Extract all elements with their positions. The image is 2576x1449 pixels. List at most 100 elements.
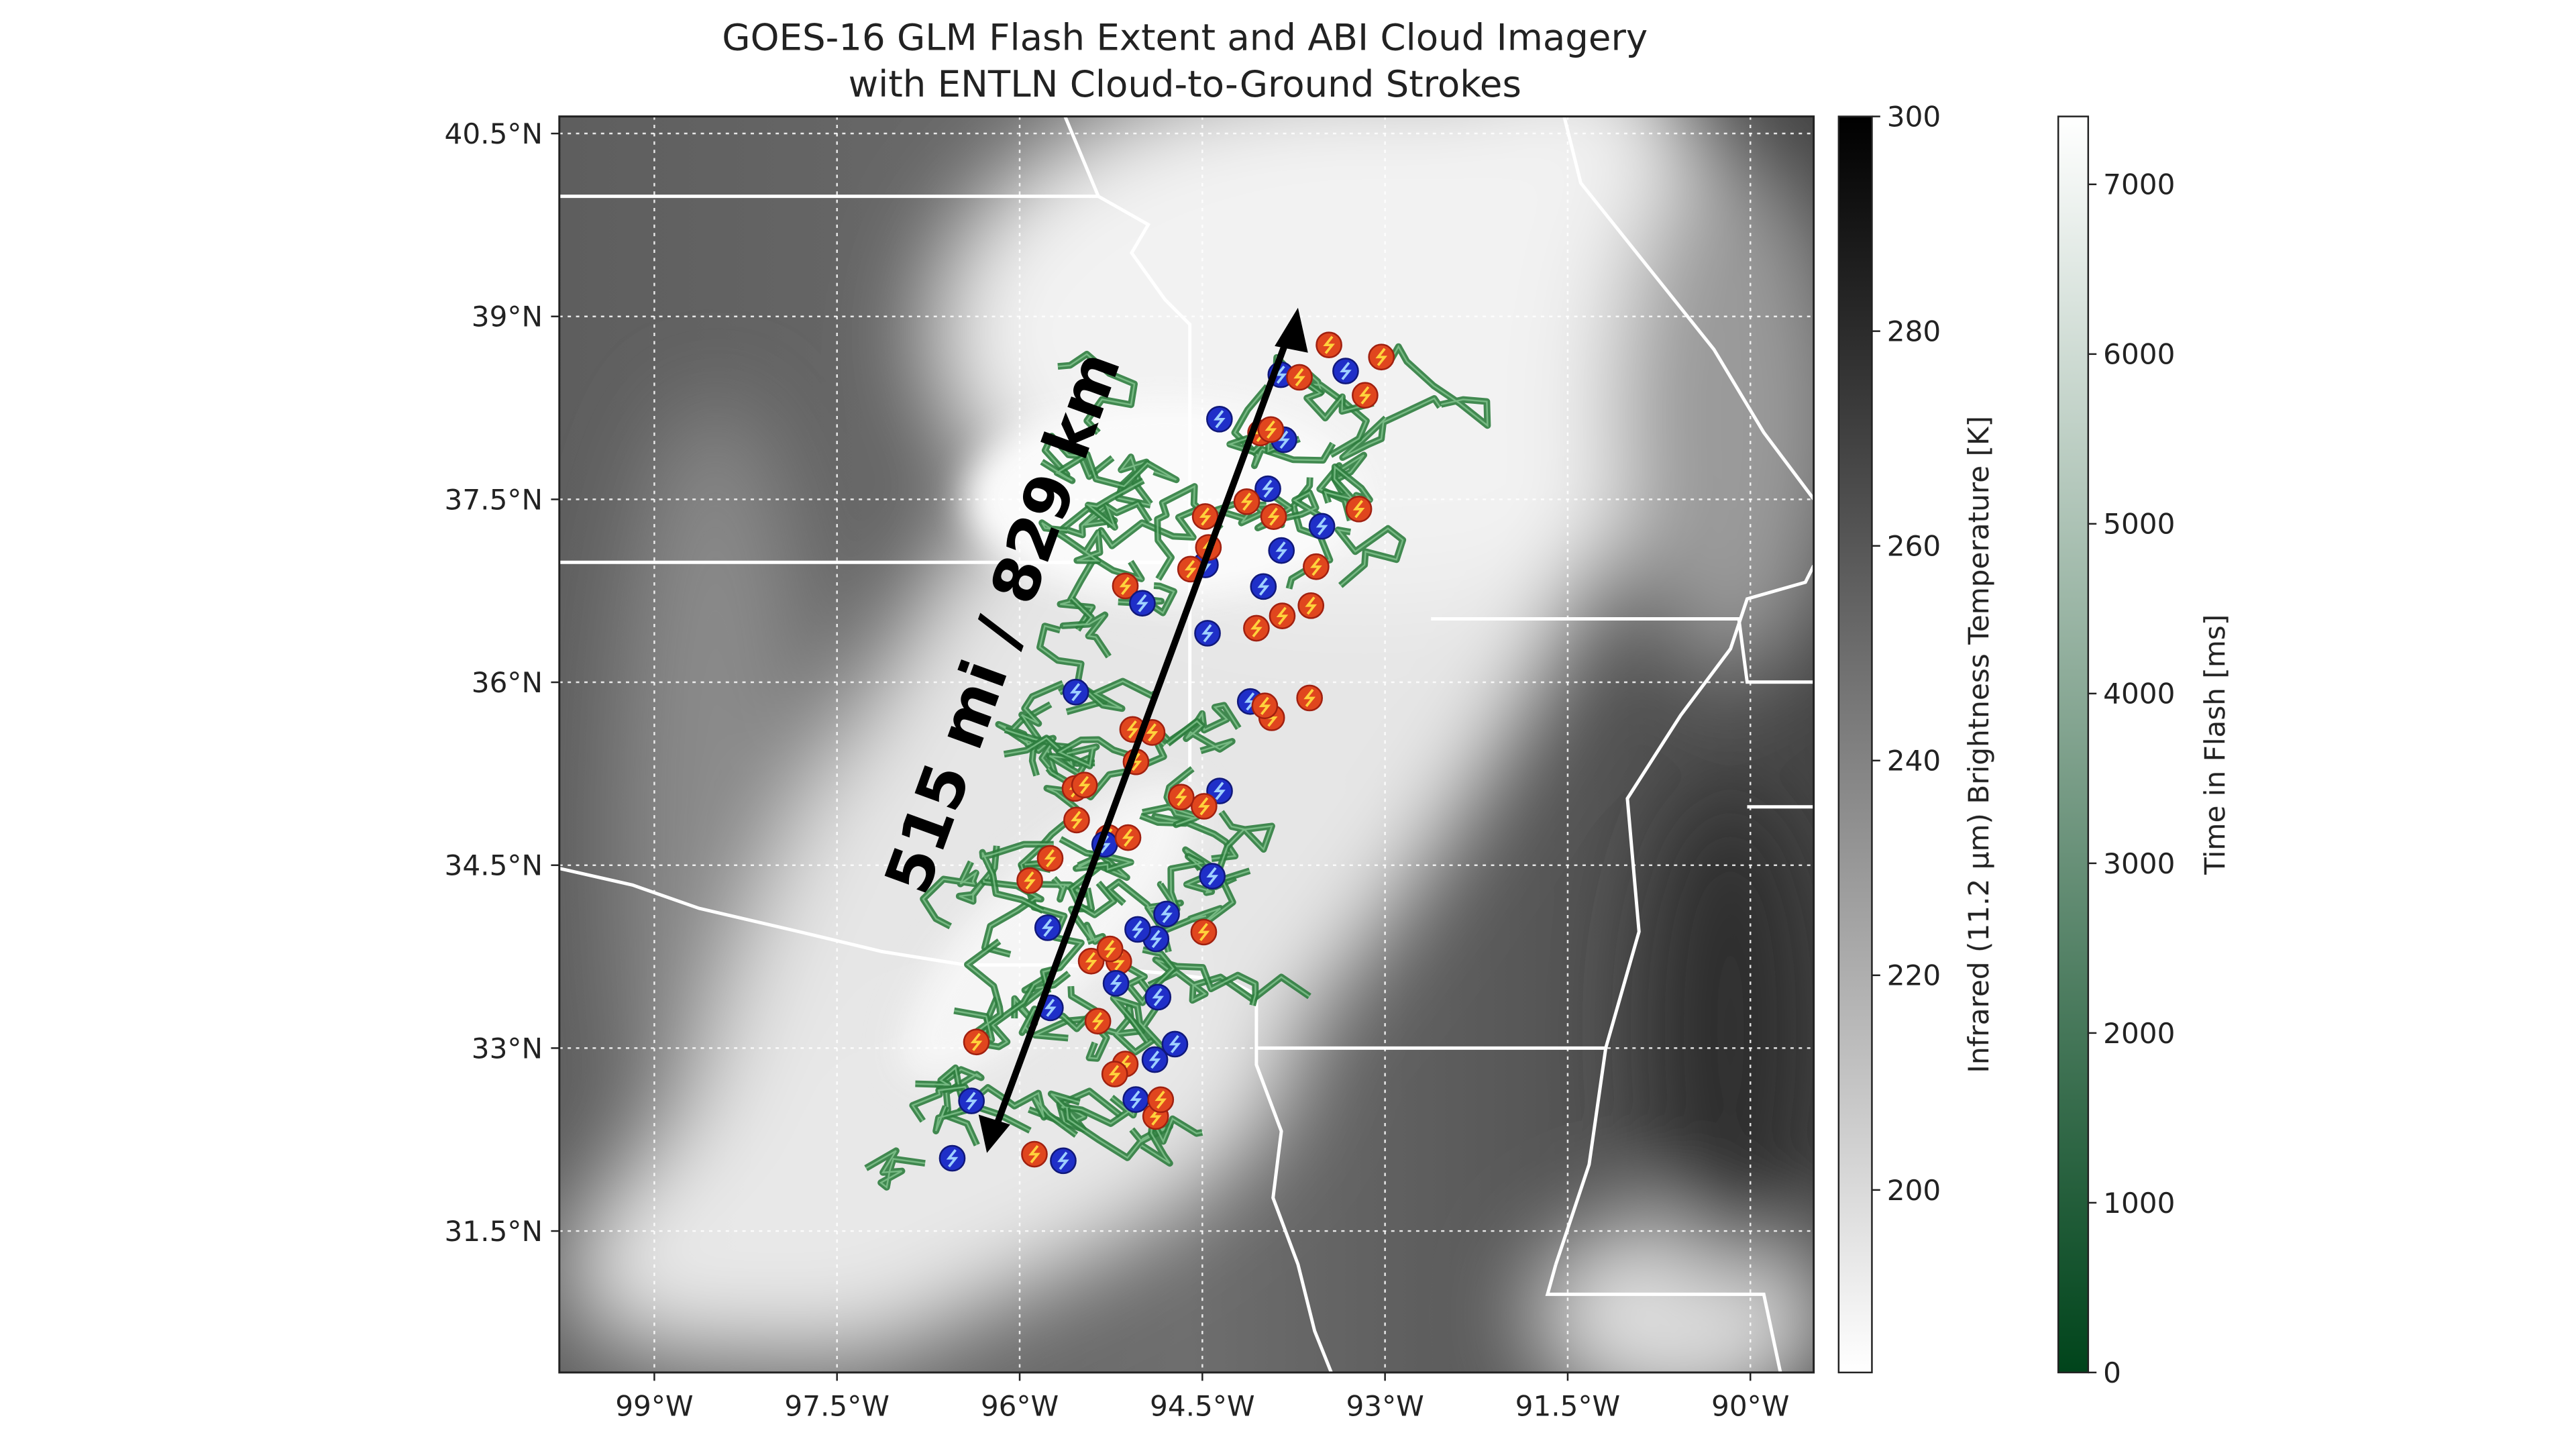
- flash-path-hi: [1110, 979, 1163, 1047]
- colorbar: [2057, 115, 2090, 1374]
- bolt-icon: [1108, 1065, 1121, 1083]
- bolt-icon: [1206, 867, 1219, 885]
- flash-path-hi: [981, 843, 1054, 912]
- flash-path-hi: [1028, 1089, 1121, 1131]
- bolt-icon: [1041, 918, 1054, 937]
- colorbar-tick-label: 1000: [2103, 1187, 2175, 1220]
- bolt-icon: [1110, 974, 1122, 993]
- flash-path-hi: [1148, 971, 1310, 1002]
- bolt-icon: [1069, 683, 1082, 702]
- bolt-icon: [1275, 541, 1288, 560]
- flash-path-hi: [1021, 682, 1063, 776]
- flash-path-hi: [1142, 767, 1200, 826]
- flash-path-hi: [1342, 397, 1441, 459]
- bolt-icon: [1148, 1051, 1161, 1069]
- bolt-icon: [946, 1149, 959, 1168]
- bolt-icon: [1244, 692, 1256, 711]
- flash-path-hi: [1021, 986, 1096, 1034]
- bolt-icon: [1278, 430, 1290, 449]
- bolt-icon: [1267, 507, 1280, 526]
- colorbar: [1837, 115, 1873, 1374]
- flash-path-hi: [1041, 522, 1101, 562]
- bolt-icon: [1323, 335, 1335, 354]
- bolt-icon: [1375, 347, 1388, 366]
- x-tick-label: 99°W: [615, 1389, 693, 1422]
- flash-path-hi: [1161, 879, 1234, 933]
- cg-strokes: [938, 331, 1395, 1175]
- x-tick-label: 96°W: [981, 1389, 1059, 1422]
- flash-path-hi: [1085, 480, 1150, 530]
- title: GOES-16 GLM Flash Extent and ABI Cloud I…: [722, 15, 1648, 58]
- bolt-icon: [1257, 577, 1270, 596]
- colorbar-tick-label: 6000: [2103, 338, 2175, 371]
- y-tick-label: 36°N: [472, 666, 543, 699]
- flash-path-hi: [958, 1086, 1077, 1136]
- bolt-icon: [1293, 368, 1305, 386]
- x-tick-label: 90°W: [1711, 1389, 1789, 1422]
- colorbars: 200 220 240 260 280 300 Infrared (11.2 μm) Bri…: [1837, 100, 2231, 1389]
- y-tick-label: 37.5°N: [445, 483, 543, 516]
- colorbar-label: Infrared (11.2 μm) Brightness Temperatur…: [1962, 416, 1995, 1073]
- satellite-image: [559, 116, 1814, 1373]
- flash-path-hi: [922, 861, 978, 927]
- bolt-icon: [1250, 619, 1263, 638]
- colorbar-tick-label: 220: [1887, 959, 1941, 992]
- colorbar-tick-label: 2000: [2103, 1017, 2175, 1050]
- bolt-icon: [1130, 1090, 1142, 1109]
- bolt-icon: [1240, 492, 1253, 511]
- bolt-icon: [1136, 594, 1148, 612]
- flash-path-hi: [954, 941, 1002, 1041]
- bolt-icon: [1044, 998, 1057, 1017]
- flash-path-hi: [1044, 434, 1114, 478]
- bolt-icon: [1199, 507, 1212, 526]
- y-tick-label: 34.5°N: [445, 849, 543, 882]
- flash-path-hi: [1167, 720, 1233, 752]
- y-tick-label: 31.5°N: [445, 1215, 543, 1248]
- y-tick-label: 39°N: [472, 301, 543, 333]
- bolt-icon: [1275, 365, 1287, 384]
- bolt-icon: [1305, 596, 1318, 615]
- bolt-icon: [1197, 922, 1210, 941]
- bolt-icon: [965, 1091, 977, 1110]
- flash-path-hi: [1233, 386, 1334, 466]
- flash-path-hi: [865, 1150, 926, 1189]
- bolt-icon: [1359, 386, 1371, 405]
- flash-path-hi: [1057, 739, 1134, 767]
- bolt-icon: [1184, 559, 1197, 578]
- flash-path-hi: [1057, 353, 1136, 433]
- bolt-icon: [1258, 696, 1271, 715]
- x-tick-label: 94.5°W: [1150, 1389, 1255, 1422]
- flash-path-hi: [1390, 345, 1489, 427]
- bolt-icon: [1310, 557, 1322, 576]
- colorbar-tick-label: 4000: [2103, 678, 2175, 710]
- x-tick-label: 93°W: [1346, 1389, 1424, 1422]
- bolt-icon: [1169, 1034, 1181, 1054]
- flash-path-hi: [1100, 507, 1215, 547]
- bolt-icon: [1071, 810, 1083, 829]
- bolt-icon: [1155, 1090, 1167, 1109]
- bolt-icon: [1132, 920, 1144, 939]
- bolt-icon: [1276, 606, 1289, 625]
- bolt-icon: [1352, 500, 1365, 519]
- bolt-icon: [1126, 720, 1139, 739]
- bolt-icon: [970, 1032, 983, 1051]
- bolt-icon: [1150, 930, 1163, 949]
- colorbar-tick-label: 300: [1887, 100, 1941, 133]
- colorbar-label: Time in Flash [ms]: [2198, 614, 2231, 875]
- colorbar-tick-label: 3000: [2103, 847, 2175, 880]
- bolt-icon: [1024, 871, 1036, 890]
- bolt-icon: [1028, 1144, 1040, 1164]
- bolt-icon: [1316, 517, 1328, 536]
- colorbar-tick-label: 7000: [2103, 168, 2175, 201]
- bolt-icon: [1201, 624, 1214, 643]
- bolt-icon: [1214, 782, 1226, 800]
- flash-path-hi: [1336, 527, 1404, 586]
- y-tick-label: 33°N: [472, 1032, 543, 1065]
- flash-path-hi: [1155, 959, 1256, 1006]
- bolt-icon: [1197, 797, 1210, 816]
- bolt-icon: [1262, 480, 1274, 498]
- y-tick-label: 40.5°N: [445, 117, 543, 150]
- flash-path-hi: [1218, 811, 1273, 877]
- x-tick-label: 97.5°W: [784, 1389, 890, 1422]
